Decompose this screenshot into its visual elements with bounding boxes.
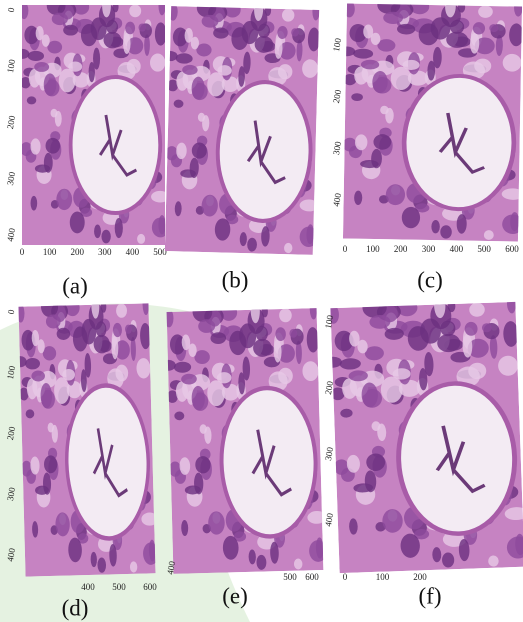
y-tick-label: 400 [5, 227, 17, 243]
y-tick-label: 400 [323, 512, 335, 528]
x-tick-label: 600 [505, 244, 519, 254]
y-tick-label: 200 [5, 114, 17, 130]
panel [15, 0, 169, 245]
x-tick-label: 500 [477, 244, 491, 254]
x-tick-label: 400 [126, 247, 140, 257]
panel-label: (b) [222, 267, 249, 292]
y-tick-label: 400 [331, 192, 343, 208]
x-tick-label: 300 [422, 244, 436, 254]
y-tick-label: 300 [331, 140, 343, 156]
tissue-copy [335, 0, 523, 242]
panel [12, 291, 159, 577]
panel-image [15, 0, 169, 245]
x-tick-label: 500 [112, 582, 126, 592]
x-tick-label: 300 [98, 247, 112, 257]
x-tick-label: 400 [81, 582, 95, 592]
tissue-copy [158, 0, 324, 255]
x-tick-label: 0 [343, 244, 348, 254]
x-tick-label: 500 [283, 572, 297, 582]
x-tick-label: 200 [413, 572, 427, 582]
x-tick-label: 200 [394, 244, 408, 254]
x-tick-label: 600 [143, 582, 157, 592]
panel-label: (d) [62, 595, 89, 620]
y-tick-label: 0 [6, 308, 17, 315]
panel [159, 296, 327, 574]
tissue-copy [159, 296, 327, 574]
x-tick-label: 0 [20, 247, 25, 257]
panel-image [322, 290, 523, 574]
panel [335, 0, 523, 242]
panel [322, 290, 523, 574]
panel-label: (c) [417, 267, 443, 292]
x-tick-label: 100 [376, 572, 390, 582]
x-tick-label: 400 [450, 244, 464, 254]
panel [158, 0, 324, 255]
x-tick-label: 600 [305, 572, 319, 582]
tissue-copy [15, 0, 169, 245]
y-tick-label: 300 [323, 446, 335, 462]
y-tick-label: 100 [331, 37, 343, 53]
panel-label: (a) [62, 273, 88, 298]
y-tick-label: 0 [6, 6, 17, 13]
x-tick-label: 100 [43, 247, 57, 257]
x-tick-label: 0 [343, 572, 348, 582]
panel-label: (e) [222, 583, 248, 608]
y-tick-label: 100 [5, 58, 17, 74]
figure: 01002003004000100200300400500(a)(b)10020… [0, 0, 523, 622]
panel-label: (f) [419, 583, 442, 608]
panel-image [159, 296, 327, 574]
x-tick-label: 100 [366, 244, 380, 254]
y-tick-label: 300 [5, 171, 17, 187]
panel-image [12, 291, 159, 577]
tissue-copy [12, 291, 159, 577]
panel-image [158, 0, 324, 255]
y-tick-label: 200 [331, 88, 343, 104]
x-tick-label: 200 [70, 247, 84, 257]
tissue-copy [322, 290, 523, 574]
panel-image [335, 0, 523, 242]
